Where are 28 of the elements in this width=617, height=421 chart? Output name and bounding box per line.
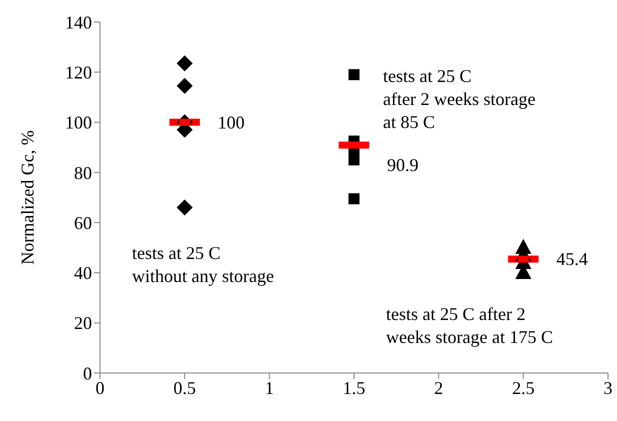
data-label: 100 — [218, 112, 245, 132]
y-tick-label: 80 — [74, 162, 92, 183]
annotation: tests at 25 C after 2 weeks storage at 85 C — [383, 66, 536, 132]
point — [176, 78, 193, 94]
x-tick-label: 1.5 — [342, 378, 366, 398]
x-tick-label: 2.5 — [512, 378, 535, 398]
y-tick-label: 120 — [65, 62, 92, 83]
point — [176, 200, 193, 216]
data-label: 45.4 — [556, 249, 588, 270]
annotation: tests at 25 C without any storage — [132, 243, 274, 286]
x-tick-label: 0 — [96, 378, 104, 398]
y-tick-label: 0 — [83, 363, 92, 384]
data-label: 90.9 — [387, 155, 418, 176]
point — [348, 154, 360, 166]
y-tick-label: 20 — [74, 313, 92, 334]
y-tick-label: 40 — [74, 263, 92, 284]
y-tick-label: 140 — [65, 12, 92, 32]
x-tick-label: 1 — [264, 378, 274, 398]
x-tick-label: 3 — [604, 378, 612, 398]
y-axis-title: Normalized Gc, % — [17, 130, 38, 265]
annotation: tests at 25 C after 2 weeks storage at 175 C — [386, 304, 553, 347]
x-tick-label: 0.5 — [173, 378, 196, 398]
point — [348, 193, 360, 204]
y-tick-label: 60 — [74, 212, 92, 233]
point — [176, 55, 193, 72]
y-tick-label: 100 — [65, 112, 92, 133]
x-tick-label: 2 — [434, 378, 444, 398]
point — [348, 69, 360, 80]
